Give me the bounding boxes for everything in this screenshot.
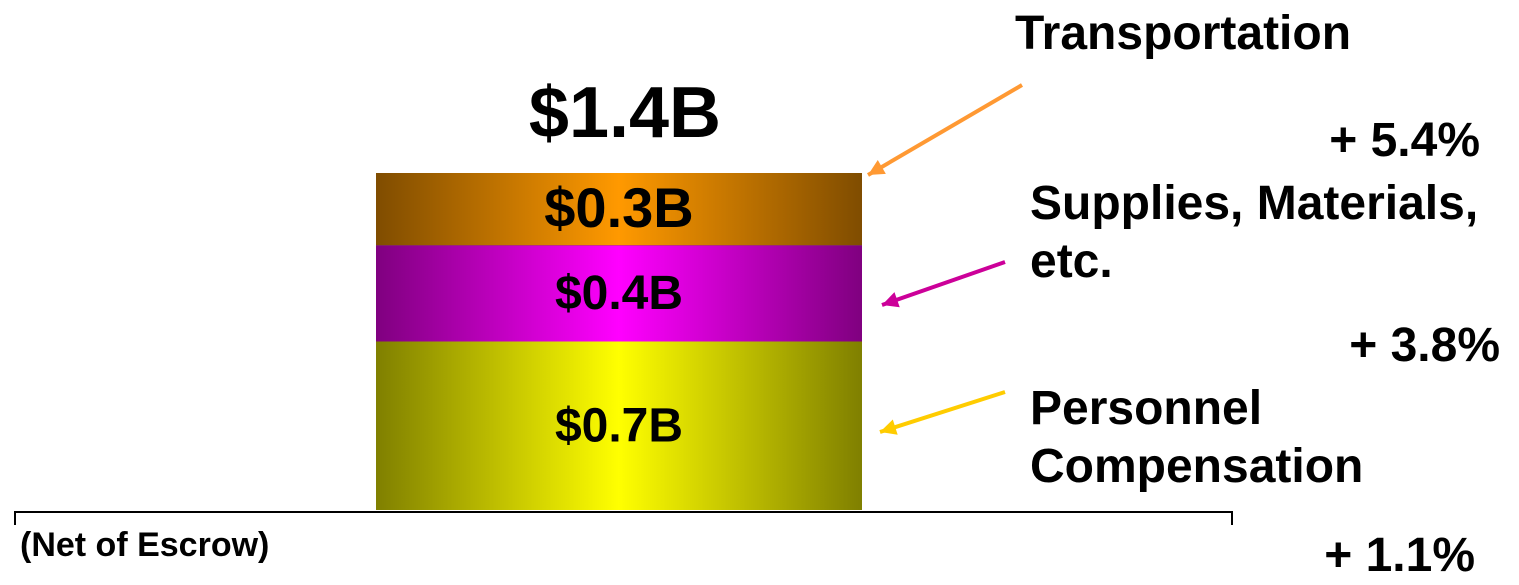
- change-label: + 3.8%: [1349, 319, 1500, 372]
- category-label: Supplies, Materials, etc.: [1030, 177, 1479, 288]
- segment-label: $0.4B: [555, 267, 683, 320]
- note: (Net of Escrow): [20, 526, 270, 564]
- bar-segment: [376, 245, 862, 342]
- change-label: + 1.1%: [1324, 529, 1475, 582]
- arrow: [866, 83, 1024, 177]
- segment-label: $0.3B: [544, 176, 693, 239]
- bar-segment: [376, 173, 862, 246]
- bar-segment: [376, 341, 862, 510]
- category-label: Personnel Compensation: [1030, 382, 1364, 493]
- arrow: [881, 260, 1006, 307]
- change-label: + 5.4%: [1329, 114, 1480, 167]
- total-label: $1.4B: [529, 73, 721, 153]
- arrow: [879, 390, 1006, 434]
- baseline: [14, 511, 1233, 525]
- arrow-head: [880, 419, 898, 435]
- category-label: Transportation: [1015, 7, 1352, 60]
- segment-label: $0.7B: [555, 399, 683, 452]
- arrow-head: [868, 160, 886, 175]
- arrow-head: [882, 292, 900, 308]
